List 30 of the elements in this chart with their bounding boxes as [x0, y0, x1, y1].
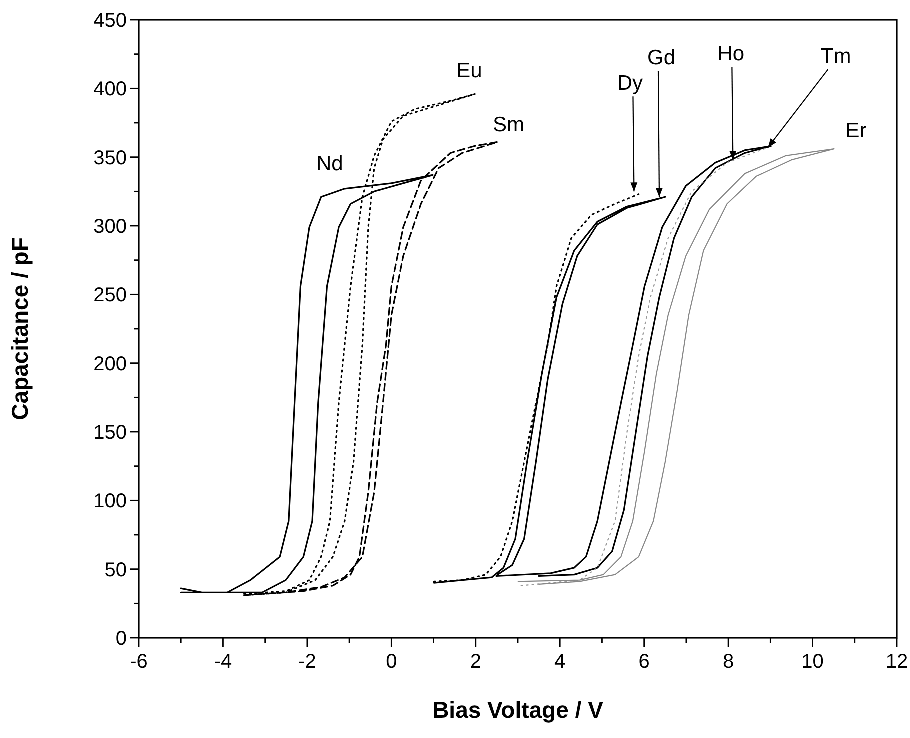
annotation: Nd — [316, 152, 344, 176]
y-tick-label: 350 — [94, 147, 127, 170]
y-axis-title: Capacitance / pF — [7, 238, 33, 420]
x-tick-label: 2 — [470, 651, 482, 673]
y-tick-label: 450 — [94, 10, 127, 32]
y-tick-label: 100 — [94, 490, 127, 513]
annotation: Ho — [718, 42, 745, 66]
y-tick-label: 150 — [94, 422, 127, 444]
y-tick-label: 400 — [94, 78, 127, 101]
x-tick-label: 6 — [638, 651, 650, 673]
annotation: Dy — [617, 72, 644, 96]
annotation: Gd — [647, 46, 676, 70]
x-axis-title: Bias Voltage / V — [432, 697, 604, 723]
x-tick-label: -4 — [214, 651, 232, 673]
annotation: Er — [846, 119, 867, 142]
y-tick-label: 300 — [94, 216, 127, 238]
annotation: Sm — [493, 114, 525, 137]
x-tick-label: 0 — [386, 651, 398, 673]
annotation: Tm — [820, 45, 852, 68]
y-tick-label: 250 — [94, 284, 127, 307]
y-tick-label: 200 — [94, 353, 127, 376]
x-tick-label: 12 — [886, 651, 908, 673]
x-tick-label: -2 — [298, 651, 316, 673]
y-tick-label: 50 — [104, 559, 127, 582]
x-tick-label: 10 — [802, 651, 824, 673]
x-tick-label: 4 — [554, 651, 566, 673]
x-tick-label: -6 — [130, 651, 148, 673]
annotation: Eu — [456, 60, 482, 83]
x-tick-label: 8 — [722, 651, 734, 673]
y-tick-label: 0 — [116, 628, 127, 650]
